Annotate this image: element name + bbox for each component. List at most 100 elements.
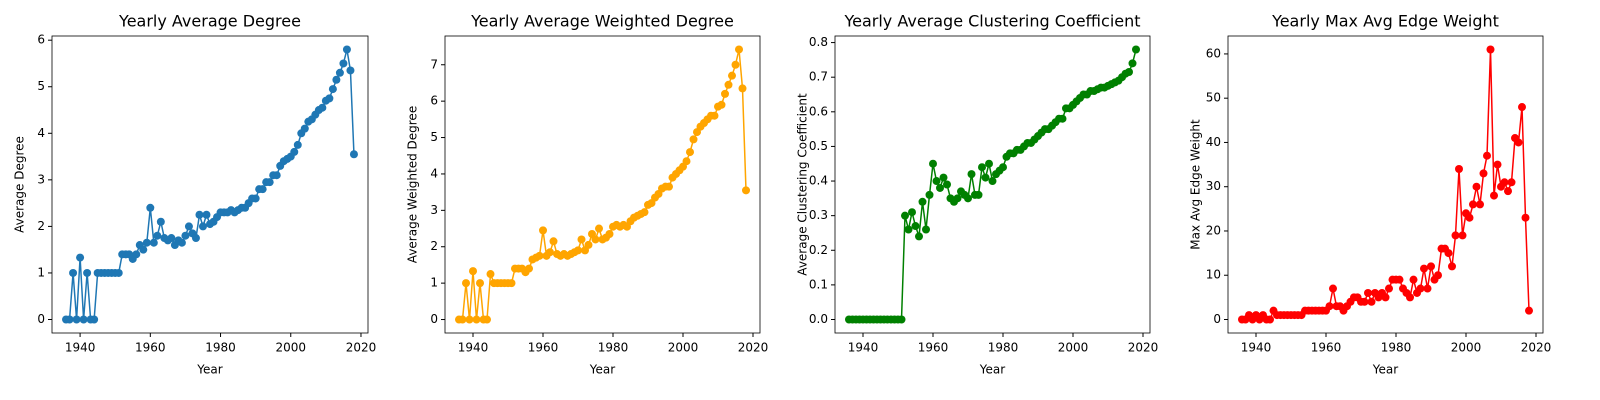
chart-title: Yearly Average Clustering Coefficient	[843, 12, 1140, 31]
data-point	[1423, 284, 1432, 293]
y-tick-label: 0.0	[809, 312, 828, 326]
x-tick-label: 1940	[458, 341, 489, 355]
data-point	[335, 68, 344, 77]
x-tick-label: 1960	[1311, 341, 1342, 355]
data-point	[149, 238, 158, 247]
x-tick-label: 2000	[668, 341, 699, 355]
plot-frame	[51, 35, 369, 334]
data-point	[978, 163, 986, 172]
data-point	[198, 222, 207, 231]
data-point	[953, 194, 962, 203]
data-point	[1058, 114, 1067, 123]
data-point	[1458, 231, 1467, 240]
data-point	[925, 190, 934, 199]
data-point	[1395, 275, 1404, 284]
data-point	[146, 203, 155, 212]
data-point	[476, 279, 484, 288]
data-point	[1132, 45, 1140, 54]
y-tick-label: 6	[37, 33, 45, 47]
data-point	[1476, 200, 1484, 209]
data-point	[458, 315, 467, 324]
data-point	[153, 231, 162, 240]
data-point	[964, 194, 972, 203]
data-point	[689, 135, 698, 144]
x-axis-label: Year	[196, 363, 222, 377]
x-tick-label: 2000	[1451, 341, 1482, 355]
data-point	[258, 185, 267, 194]
y-tick-label: 30	[1206, 179, 1221, 193]
plot-frame	[1227, 35, 1544, 334]
data-point	[721, 89, 729, 98]
y-axis-label: Average Degree	[13, 136, 27, 233]
data-point	[202, 210, 211, 219]
data-point	[595, 224, 603, 233]
data-point	[591, 235, 600, 244]
data-point	[728, 71, 736, 80]
x-tick-label: 2020	[1128, 341, 1159, 355]
data-point	[349, 150, 358, 159]
x-axis-label: Year	[1372, 363, 1398, 377]
data-point	[936, 183, 944, 192]
data-point	[507, 279, 516, 288]
y-tick-label: 60	[1206, 46, 1221, 60]
data-point	[525, 264, 533, 273]
subplot: Yearly Max Avg Edge Weight Year Max Avg Ed…	[1189, 12, 1552, 377]
data-point	[76, 253, 85, 262]
subplot: Yearly Average Clustering Coefficient Yea…	[796, 12, 1159, 377]
data-point	[897, 315, 906, 324]
data-point	[290, 147, 299, 156]
data-point	[922, 225, 930, 234]
y-tick-label: 5	[37, 79, 45, 93]
data-point	[731, 60, 740, 69]
y-tick-label: 0	[1213, 312, 1221, 326]
data-point	[72, 315, 81, 324]
y-tick-label: 7	[430, 57, 438, 71]
y-tick-label: 10	[1206, 268, 1221, 282]
data-point	[1451, 231, 1460, 240]
y-tick-label: 0.2	[809, 243, 828, 257]
subplot: Yearly Average Weighted Degree Year Averag…	[406, 12, 769, 377]
data-point	[318, 103, 327, 112]
data-point	[901, 211, 909, 220]
data-line	[1242, 49, 1530, 321]
data-point	[346, 66, 355, 75]
data-point	[1367, 297, 1376, 306]
data-point	[1385, 284, 1393, 293]
data-point	[918, 197, 927, 206]
y-tick-label: 0	[37, 312, 45, 326]
data-point	[1420, 264, 1428, 273]
data-point	[665, 182, 673, 191]
y-tick-label: 4	[37, 126, 45, 140]
y-tick-label: 6	[430, 94, 438, 108]
data-point	[65, 315, 74, 324]
data-point	[1507, 178, 1516, 187]
data-point	[139, 245, 148, 254]
y-tick-label: 2	[37, 219, 45, 233]
data-point	[1521, 213, 1530, 222]
data-point	[1479, 169, 1488, 178]
x-tick-label: 1940	[848, 341, 879, 355]
data-point	[1434, 271, 1442, 280]
data-point	[83, 268, 92, 277]
data-point	[328, 85, 337, 94]
x-tick-label: 1960	[528, 341, 559, 355]
data-point	[932, 177, 941, 186]
data-point	[985, 159, 993, 168]
x-tick-label: 2000	[275, 341, 306, 355]
y-axis-label: Average Clustering Coefficient	[796, 93, 810, 276]
data-point	[465, 315, 474, 324]
x-tick-label: 1940	[65, 341, 96, 355]
x-tick-label: 1960	[918, 341, 949, 355]
data-point	[1128, 59, 1137, 68]
data-point	[79, 315, 88, 324]
data-point	[184, 222, 193, 231]
data-point	[724, 80, 733, 89]
x-tick-label: 1980	[205, 341, 236, 355]
data-point	[1455, 165, 1463, 174]
data-point	[682, 157, 691, 166]
subplot: Yearly Average Degree Year Average Degree 1…	[13, 12, 377, 377]
data-point	[1500, 178, 1509, 187]
y-tick-label: 0.5	[809, 139, 828, 153]
data-point	[483, 315, 491, 324]
data-point	[911, 222, 920, 231]
